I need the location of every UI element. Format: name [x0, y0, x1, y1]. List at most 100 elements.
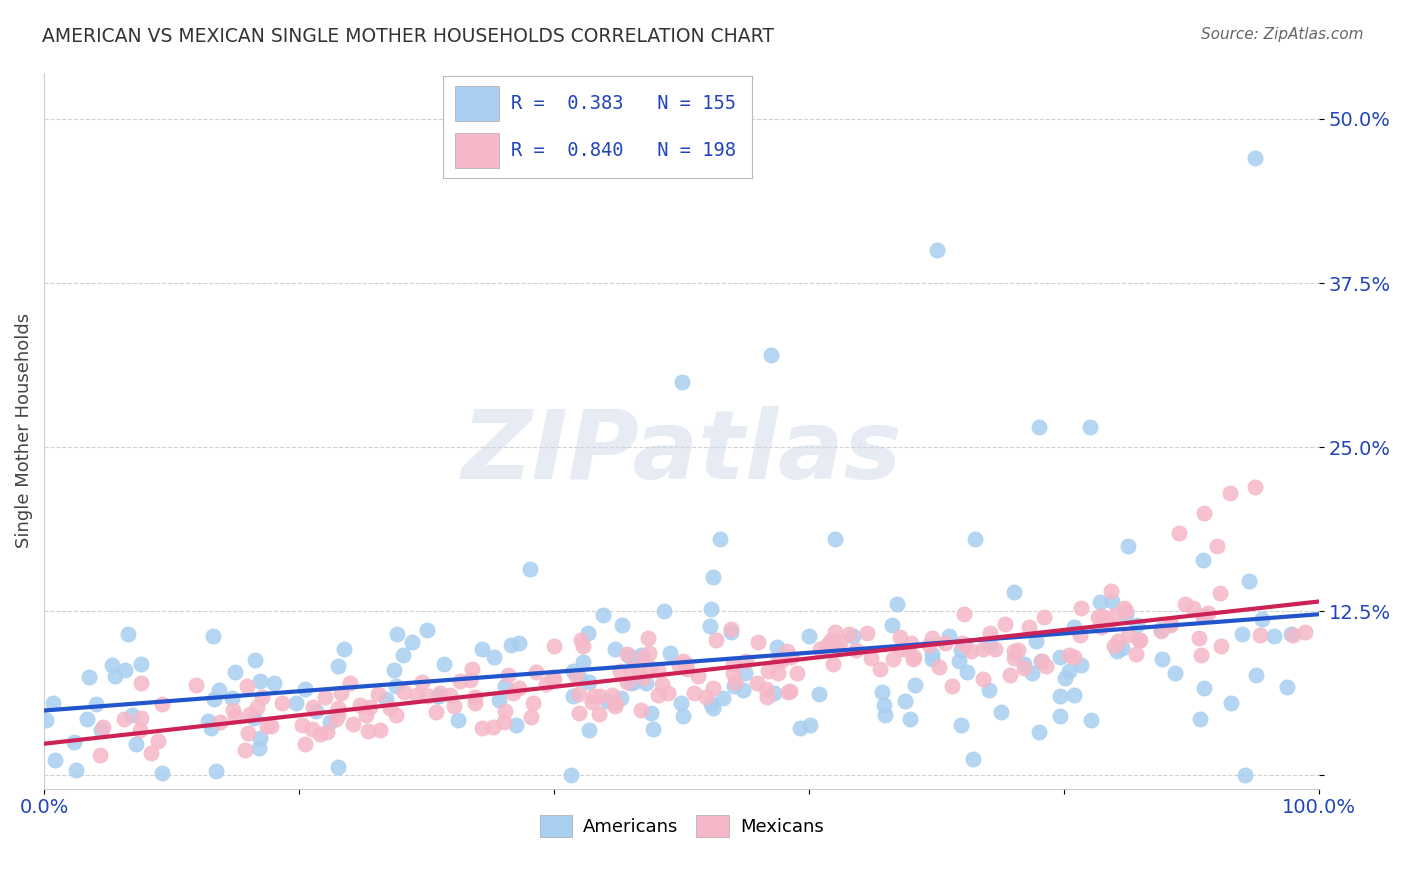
Point [903, 652, 925, 666]
Point [808, 688, 831, 702]
Point [1251, 612, 1274, 626]
Point [711, 691, 734, 706]
Point [568, 671, 591, 685]
Point [745, 676, 768, 690]
Point [76, 712, 98, 726]
Point [246, 699, 269, 714]
Point [626, 661, 648, 675]
Point [789, 722, 811, 736]
Point [873, 698, 896, 712]
Point [139, 746, 162, 760]
Point [406, 688, 429, 702]
Point [769, 654, 792, 668]
Point [578, 723, 600, 738]
Point [357, 723, 380, 738]
Point [1244, 668, 1267, 682]
Point [921, 632, 943, 646]
Point [519, 562, 541, 576]
Point [984, 641, 1007, 656]
Point [505, 718, 527, 732]
Point [977, 682, 1000, 697]
Point [367, 687, 389, 701]
Point [797, 629, 820, 643]
Point [208, 682, 231, 697]
Point [1097, 615, 1119, 630]
Point [633, 650, 655, 665]
Point [249, 731, 271, 745]
Point [610, 617, 633, 632]
Point [568, 706, 591, 720]
Point [918, 638, 941, 652]
Point [647, 663, 669, 677]
Point [91, 720, 114, 734]
Point [378, 700, 401, 714]
Point [637, 660, 659, 674]
Point [688, 669, 710, 683]
Point [1220, 696, 1243, 710]
Point [565, 669, 588, 683]
Point [426, 690, 449, 704]
Point [502, 686, 524, 700]
Point [581, 695, 603, 709]
Point [252, 690, 274, 704]
Point [1031, 653, 1053, 667]
Point [766, 653, 789, 667]
Point [950, 642, 973, 657]
Point [305, 704, 328, 718]
Point [1099, 584, 1122, 599]
Point [496, 668, 519, 682]
Point [619, 648, 641, 663]
Point [1150, 651, 1173, 665]
Point [640, 706, 662, 720]
Point [499, 638, 522, 652]
Point [1149, 623, 1171, 637]
Point [658, 646, 681, 660]
Point [447, 713, 470, 727]
Point [723, 679, 745, 693]
Point [700, 697, 723, 711]
Point [1206, 539, 1229, 553]
Point [1033, 610, 1056, 624]
Point [471, 722, 494, 736]
Point [637, 631, 659, 645]
Point [202, 629, 225, 643]
Point [576, 625, 599, 640]
Point [291, 717, 314, 731]
Point [603, 696, 626, 710]
Point [354, 707, 377, 722]
Point [960, 644, 983, 658]
Point [855, 626, 877, 640]
Point [605, 641, 627, 656]
Point [326, 759, 349, 773]
Point [592, 608, 614, 623]
Point [838, 626, 860, 640]
Point [882, 652, 904, 666]
Point [616, 647, 638, 661]
Point [125, 737, 148, 751]
Point [1279, 627, 1302, 641]
Point [1114, 600, 1136, 615]
Point [541, 670, 564, 684]
Point [416, 689, 439, 703]
Point [898, 712, 921, 726]
Point [955, 665, 977, 680]
Point [603, 699, 626, 714]
Point [1031, 654, 1053, 668]
Point [998, 668, 1021, 682]
Point [766, 665, 789, 680]
Point [65, 764, 87, 778]
Point [623, 674, 645, 689]
Point [429, 686, 451, 700]
Point [1090, 620, 1112, 634]
Point [382, 663, 405, 677]
Point [243, 711, 266, 725]
Point [1244, 479, 1267, 493]
Text: R =  0.840   N = 198: R = 0.840 N = 198 [510, 141, 735, 161]
Point [101, 658, 124, 673]
Point [1129, 632, 1152, 647]
Point [755, 690, 778, 704]
Point [44, 753, 66, 767]
Point [62, 735, 84, 749]
Y-axis label: Single Mother Households: Single Mother Households [15, 313, 32, 549]
Point [1116, 628, 1139, 642]
